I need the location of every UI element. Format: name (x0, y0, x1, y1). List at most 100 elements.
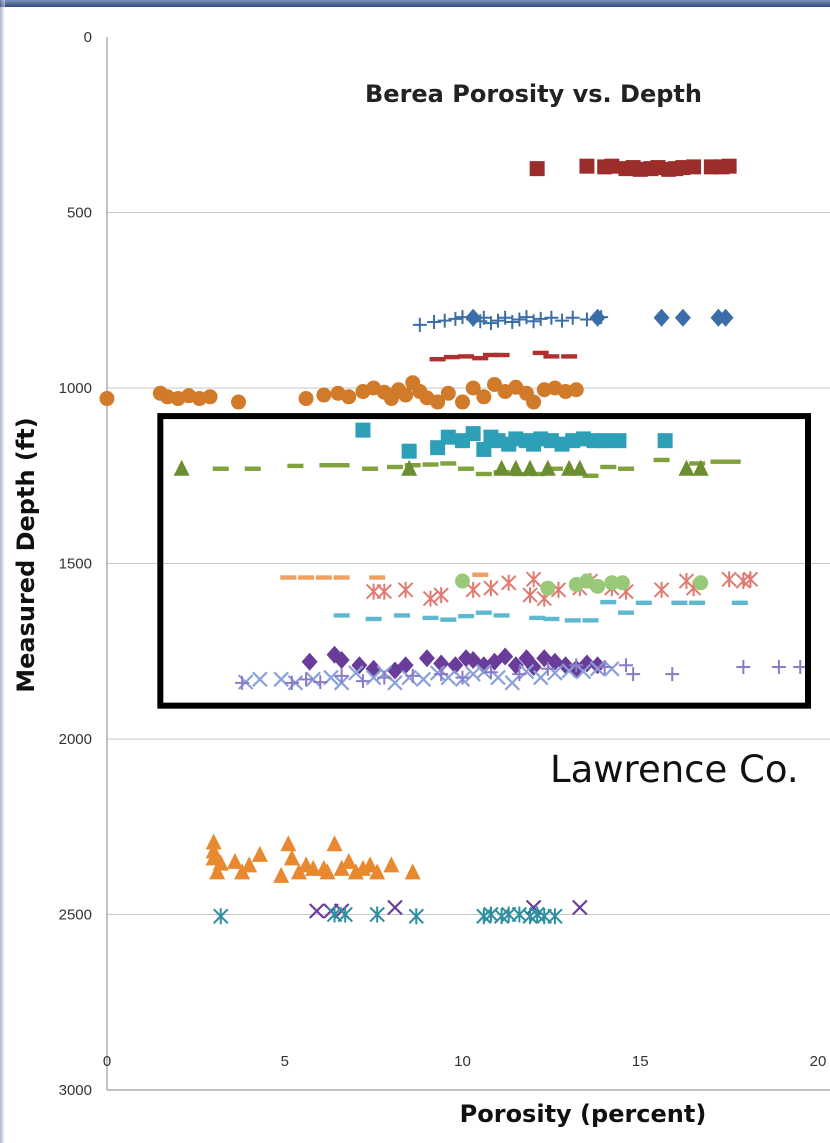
data-point (539, 459, 556, 476)
data-point (544, 310, 559, 325)
data-point (589, 656, 606, 675)
data-point (518, 663, 535, 680)
data-point (543, 616, 560, 622)
data-point (724, 459, 741, 464)
data-point (251, 845, 268, 862)
data-point (362, 466, 379, 471)
data-point (404, 863, 421, 880)
x-tick-label: 0 (103, 1053, 111, 1070)
data-point (529, 161, 545, 177)
data-point (241, 856, 258, 873)
data-point (565, 310, 580, 325)
data-point (597, 433, 613, 449)
data-point (226, 852, 243, 869)
data-point (483, 580, 499, 597)
data-point (465, 380, 481, 396)
data-point (308, 903, 325, 919)
data-point (429, 665, 446, 681)
data-point (590, 578, 606, 594)
data-point (569, 658, 584, 673)
data-point (472, 355, 489, 361)
y-tick-label: 500 (67, 205, 92, 222)
y-tick-label: 3000 (59, 1082, 92, 1099)
data-point (507, 459, 524, 476)
data-point (475, 471, 492, 477)
data-point (561, 459, 578, 476)
data-point (369, 906, 385, 923)
data-point (546, 466, 563, 471)
data-point (398, 387, 414, 403)
data-point (173, 459, 190, 476)
data-point (408, 908, 424, 925)
data-point (433, 587, 449, 604)
data-point (618, 610, 635, 615)
data-point (568, 382, 584, 398)
chart-title: Berea Porosity vs. Depth (365, 80, 702, 108)
data-point (427, 315, 442, 330)
data-point (205, 833, 222, 850)
data-point (316, 387, 332, 403)
data-point (405, 668, 420, 683)
data-point (604, 158, 620, 174)
data-point (665, 667, 680, 682)
data-point (532, 350, 549, 356)
data-point (235, 675, 250, 690)
data-point (319, 463, 336, 468)
data-point (589, 661, 606, 677)
data-point (443, 354, 460, 360)
data-point (252, 671, 268, 688)
data-point (731, 600, 748, 606)
data-point (533, 311, 548, 326)
data-point (564, 618, 581, 623)
data-point (589, 308, 606, 327)
data-point (437, 313, 452, 328)
data-point (415, 671, 432, 688)
data-point (397, 656, 414, 675)
data-point (674, 308, 691, 327)
data-point (213, 908, 229, 925)
data-point (202, 389, 218, 405)
data-point (401, 443, 417, 459)
data-point (710, 459, 727, 464)
data-point (458, 466, 475, 471)
data-point (401, 459, 418, 476)
data-point (604, 661, 620, 677)
data-point (273, 866, 290, 883)
data-point (422, 615, 439, 621)
data-point (387, 899, 403, 916)
data-point (543, 354, 560, 359)
data-point (333, 463, 350, 468)
data-point (455, 394, 470, 410)
data-point (333, 651, 350, 670)
data-point (600, 599, 617, 605)
data-point (440, 429, 456, 445)
data-point (386, 464, 403, 470)
data-point (273, 671, 289, 688)
data-point (526, 394, 542, 410)
y-tick-label: 2000 (59, 731, 92, 748)
data-point (383, 856, 400, 873)
data-point (326, 835, 343, 852)
data-point (333, 575, 350, 580)
data-point (604, 575, 620, 591)
data-point (671, 600, 688, 606)
data-point (555, 313, 570, 328)
data-point (299, 672, 314, 687)
data-point (355, 674, 370, 689)
data-point (365, 669, 382, 686)
data-point (334, 668, 349, 683)
data-point (600, 464, 617, 470)
data-point (212, 466, 229, 471)
data-point (689, 600, 706, 606)
x-tick-label: 5 (281, 1053, 289, 1070)
annotation-label: Lawrence Co. (550, 748, 799, 791)
data-point (525, 571, 542, 588)
data-point (493, 352, 510, 358)
data-point (448, 311, 463, 326)
data-point (505, 315, 520, 330)
data-point (653, 308, 670, 327)
data-point (653, 457, 670, 463)
x-tick-label: 10 (454, 1053, 471, 1070)
data-point (525, 658, 542, 677)
data-points (99, 158, 808, 925)
